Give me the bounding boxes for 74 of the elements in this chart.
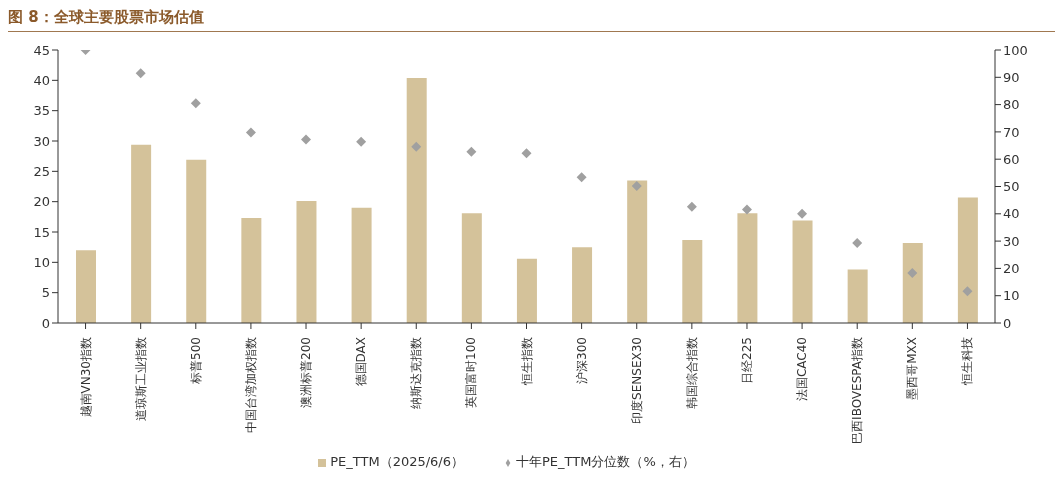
bar: [572, 247, 593, 323]
y2-tick-label: 80: [1003, 97, 1020, 113]
y-tick-label: 25: [33, 163, 50, 179]
point: [962, 286, 973, 297]
point: [521, 148, 532, 159]
y2-tick-label: 90: [1003, 69, 1020, 85]
point: [576, 172, 587, 183]
x-tick-label: 日经225: [739, 337, 754, 384]
point: [245, 127, 256, 138]
point: [356, 136, 367, 147]
x-tick-label: 中国台湾加权指数: [243, 337, 258, 433]
bar: [902, 242, 923, 323]
bar: [516, 258, 537, 323]
y2-tick-label: 40: [1003, 206, 1020, 222]
x-tick-label: 印度SENSEX30: [629, 337, 644, 424]
bar: [241, 218, 262, 323]
y-tick-label: 35: [33, 103, 50, 119]
legend-label: PE_TTM（2025/6/6）: [330, 454, 465, 469]
point: [301, 134, 312, 145]
point: [907, 268, 918, 279]
x-tick-label: 韩国综合指数: [684, 337, 699, 409]
x-tick-label: 标普500: [188, 337, 203, 385]
y-tick-label: 0: [41, 315, 50, 331]
y-tick-label: 5: [41, 285, 50, 301]
bar: [131, 144, 152, 323]
x-tick-label: 道琼斯工业指数: [133, 337, 148, 421]
y2-tick-label: 10: [1003, 288, 1020, 304]
point: [852, 238, 863, 249]
bar: [76, 250, 96, 323]
bar: [847, 269, 868, 323]
bar: [792, 220, 813, 323]
bar: [461, 213, 482, 323]
y2-tick-label: 70: [1003, 124, 1020, 140]
y-tick-label: 30: [33, 133, 50, 149]
bar: [737, 213, 758, 323]
x-tick-label: 越南VN30指数: [78, 337, 93, 418]
bar: [296, 201, 317, 323]
x-tick-label: 巴西IBOVESPA指数: [850, 337, 865, 444]
y-tick-label: 15: [33, 224, 50, 240]
y2-tick-label: 50: [1003, 179, 1020, 195]
point: [190, 98, 201, 109]
x-tick-label: 墨西哥MXX: [905, 337, 920, 400]
y2-tick-label: 0: [1003, 315, 1012, 331]
y-tick-label: 45: [33, 42, 50, 58]
bar: [627, 180, 648, 323]
x-tick-label: 恒生科技: [960, 337, 975, 386]
bar: [682, 239, 703, 323]
y-tick-label: 40: [33, 72, 50, 88]
point: [466, 146, 477, 157]
y-tick-label: 20: [33, 194, 50, 210]
y2-tick-label: 100: [1003, 42, 1028, 58]
legend-label: 十年PE_TTM分位数（%，右）: [516, 454, 695, 469]
point: [741, 204, 752, 215]
bar: [406, 77, 427, 323]
x-tick-label: 恒生指数: [519, 337, 534, 386]
point: [631, 180, 642, 191]
bar: [351, 207, 372, 323]
point: [797, 208, 808, 219]
chart-title: 图 8：全球主要股票市场估值: [8, 8, 1055, 32]
x-tick-label: 德国DAX: [354, 337, 369, 387]
y2-tick-label: 30: [1003, 233, 1020, 249]
x-tick-label: 英国富时100: [464, 337, 479, 408]
point: [411, 141, 422, 152]
bar: [957, 197, 978, 323]
y2-tick-label: 60: [1003, 151, 1020, 167]
x-tick-label: 纳斯达克指数: [409, 337, 424, 409]
x-tick-label: 法国CAC40: [795, 337, 810, 402]
x-tick-label: 沪深300: [574, 337, 589, 384]
y-tick-label: 10: [33, 254, 50, 270]
point: [135, 68, 146, 79]
y2-tick-label: 20: [1003, 261, 1020, 277]
point: [686, 201, 697, 212]
bar: [186, 159, 207, 323]
x-tick-label: 澳洲标普200: [299, 337, 314, 408]
